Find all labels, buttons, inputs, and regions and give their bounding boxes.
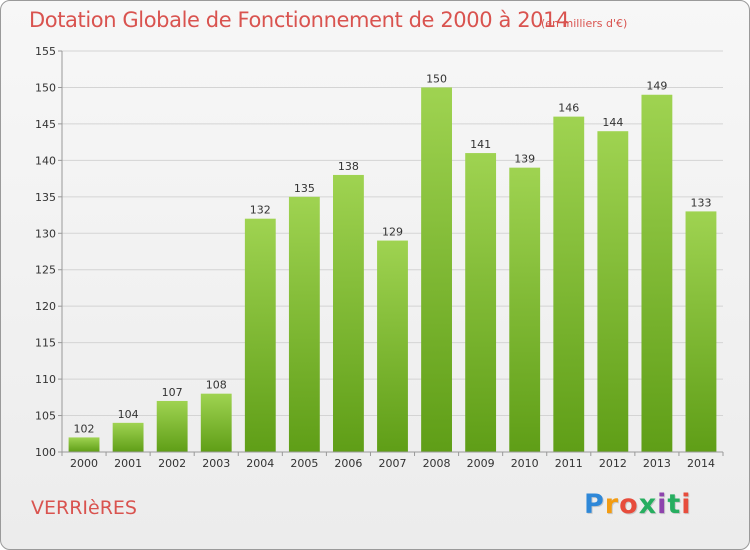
- x-tick-label: 2008: [423, 457, 451, 470]
- bar-2009: [465, 153, 497, 452]
- data-label-2005: 135: [294, 182, 315, 195]
- data-label-2008: 150: [426, 72, 447, 85]
- chart-subtitle: (en milliers d'€): [541, 17, 628, 30]
- x-tick-label: 2014: [687, 457, 715, 470]
- chart-title: Dotation Globale de Fonctionnement de 20…: [29, 8, 570, 32]
- data-label-2006: 138: [338, 160, 359, 173]
- bar-2002: [156, 400, 188, 452]
- place-name: VERRIèRES: [31, 497, 137, 519]
- x-tick-label: 2012: [599, 457, 627, 470]
- data-label-2011: 146: [558, 102, 579, 115]
- bar-2012: [597, 131, 629, 452]
- data-label-2014: 133: [690, 196, 711, 209]
- proxiti-logo: Proxiti: [584, 489, 692, 520]
- data-label-2007: 129: [382, 226, 403, 239]
- y-tick-label: 140: [35, 154, 56, 167]
- x-tick-label: 2003: [202, 457, 230, 470]
- y-tick-label: 150: [35, 81, 56, 94]
- bar-2003: [200, 393, 232, 452]
- data-label-2013: 149: [646, 80, 667, 93]
- data-label-2010: 139: [514, 153, 535, 166]
- x-tick-label: 2009: [467, 457, 495, 470]
- y-tick-labels: 100 105 110 115 120 125 130 135 140 145 150 155: [35, 45, 56, 459]
- y-tick-label: 145: [35, 118, 56, 131]
- x-tick-labels: 2000 2001 2002 2003 2004 2005 2006 2007 2008 2009…: [70, 457, 715, 470]
- y-tick-label: 120: [35, 300, 56, 313]
- bar-2011: [553, 116, 585, 453]
- x-tick-label: 2006: [334, 457, 362, 470]
- y-tick-label: 155: [35, 45, 56, 58]
- x-tick-label: 2007: [379, 457, 407, 470]
- data-label-2002: 107: [162, 386, 183, 399]
- data-label-2009: 141: [470, 138, 491, 151]
- data-label-2003: 108: [206, 379, 227, 392]
- x-tick-label: 2002: [158, 457, 186, 470]
- y-tick-label: 100: [35, 446, 56, 459]
- bar-2000: [68, 437, 100, 452]
- x-tick-label: 2004: [246, 457, 274, 470]
- data-label-2004: 132: [250, 204, 271, 217]
- data-label-2012: 144: [602, 116, 623, 129]
- bar-2010: [509, 167, 541, 452]
- bar-2005: [288, 196, 320, 452]
- x-tick-label: 2005: [290, 457, 318, 470]
- bar-2004: [244, 218, 276, 452]
- data-label-2001: 104: [118, 408, 139, 421]
- x-tick-label: 2010: [511, 457, 539, 470]
- y-tick-label: 110: [35, 373, 56, 386]
- x-tick-label: 2001: [114, 457, 142, 470]
- x-tick-label: 2000: [70, 457, 98, 470]
- bars: [68, 87, 717, 453]
- x-tick-label: 2013: [643, 457, 671, 470]
- bar-2008: [421, 87, 452, 453]
- bar-2007: [377, 240, 408, 452]
- y-tick-label: 105: [35, 410, 56, 423]
- y-tick-label: 115: [35, 337, 56, 350]
- y-tick-label: 135: [35, 191, 56, 204]
- y-tick-label: 130: [35, 227, 56, 240]
- axes: [58, 50, 724, 456]
- bar-2014: [685, 211, 717, 452]
- y-tick-label: 125: [35, 264, 56, 277]
- bar-2006: [333, 174, 364, 453]
- data-labels: 102 104 107 108 132 135 138 129 150 141 139 146 144 1…: [74, 72, 712, 435]
- x-tick-label: 2011: [555, 457, 583, 470]
- bar-2013: [641, 94, 673, 452]
- bar-2001: [112, 422, 144, 452]
- data-label-2000: 102: [74, 422, 95, 435]
